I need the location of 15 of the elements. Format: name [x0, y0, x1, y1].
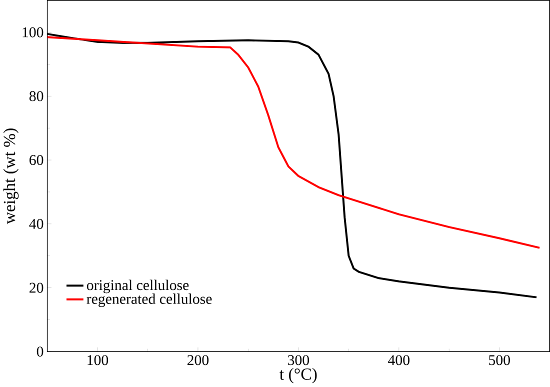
y-tick-label: 100 [22, 28, 44, 38]
y-tick-label: 60 [30, 155, 44, 166]
y-tick-label: 20 [30, 282, 44, 293]
x-tick-label: 100 [88, 355, 108, 366]
y-axis-title: weight (wt %) [3, 128, 19, 224]
y-tick-label: 0 [36, 346, 44, 357]
legend-label: regenerated cellulose [86, 294, 212, 308]
y-tick-label: 80 [29, 91, 44, 102]
x-axis-title: t (°C) [280, 368, 317, 384]
y-tick-label: 40 [29, 219, 44, 230]
x-tick-label: 400 [388, 355, 410, 366]
x-tick-label: 200 [187, 355, 209, 366]
x-tick-label: 500 [489, 355, 510, 366]
x-tick-label: 300 [288, 355, 310, 366]
legend-label: original cellulose [86, 280, 189, 294]
